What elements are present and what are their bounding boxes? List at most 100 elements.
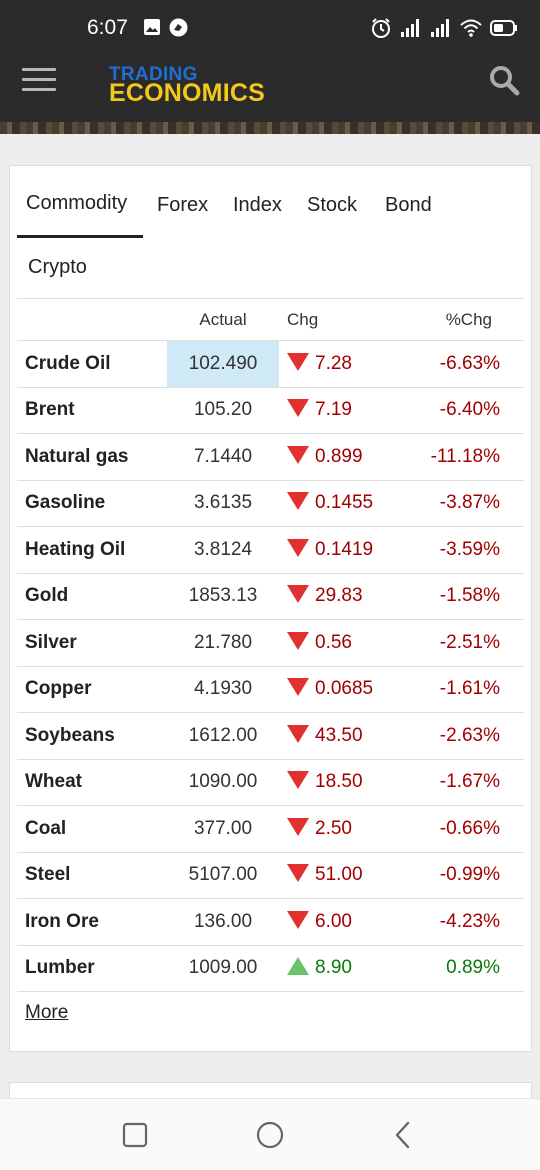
menu-icon[interactable]: [22, 68, 56, 94]
pct-change-value: -0.66%: [417, 805, 524, 852]
down-arrow-icon: [287, 631, 309, 650]
change-cell: 7.19: [279, 386, 417, 434]
actual-value: 1090.00: [167, 758, 279, 806]
down-arrow-icon: [287, 910, 309, 929]
down-arrow-icon: [287, 817, 309, 836]
actual-value: 136.00: [167, 898, 279, 945]
table-row[interactable]: Gold 1853.13 29.83 -1.58%: [17, 572, 524, 620]
status-icons: [370, 14, 518, 42]
table-row[interactable]: Gasoline 3.6135 0.1455 -3.87%: [17, 479, 524, 527]
change-value: 0.1419: [315, 538, 374, 560]
change-cell: 6.00: [279, 898, 417, 945]
banner-image-strip: [0, 122, 540, 134]
down-arrow-icon: [287, 492, 309, 511]
pct-change-value: -1.67%: [417, 758, 524, 806]
commodity-name[interactable]: Iron Ore: [17, 898, 167, 945]
change-value: 43.50: [315, 724, 363, 746]
change-value: 0.1455: [315, 492, 374, 514]
tab-stock[interactable]: Stock: [307, 194, 358, 216]
search-icon[interactable]: [488, 64, 520, 96]
down-arrow-icon: [287, 399, 309, 418]
change-value: 29.83: [315, 585, 363, 607]
actual-value: 1009.00: [167, 944, 279, 992]
change-cell: 18.50: [279, 758, 417, 806]
commodity-name[interactable]: Wheat: [17, 758, 167, 806]
tab-commodity[interactable]: Commodity: [17, 192, 143, 238]
square-icon[interactable]: [119, 1119, 151, 1151]
tab-bond[interactable]: Bond: [385, 194, 432, 216]
header-pct-chg: %Chg: [417, 298, 524, 341]
commodity-name[interactable]: Silver: [17, 619, 167, 666]
logo-line1: TRADING: [109, 64, 198, 85]
battery-icon: [490, 20, 517, 36]
actual-value: 1612.00: [167, 712, 279, 759]
actual-value: 4.1930: [167, 665, 279, 713]
pct-change-value: -2.51%: [417, 619, 524, 666]
table-row[interactable]: Steel 5107.00 51.00 -0.99%: [17, 851, 524, 899]
commodity-name[interactable]: Brent: [17, 386, 167, 434]
change-cell: 2.50: [279, 805, 417, 852]
logo[interactable]: TRADING ECONOMICS: [109, 65, 265, 106]
commodity-name[interactable]: Coal: [17, 805, 167, 852]
commodity-name[interactable]: Soybeans: [17, 712, 167, 759]
header-actual: Actual: [167, 298, 279, 341]
commodity-name[interactable]: Crude Oil: [17, 340, 167, 387]
table-row[interactable]: Silver 21.780 0.56 -2.51%: [17, 619, 524, 666]
circle-home-icon[interactable]: [254, 1119, 286, 1151]
commodity-name[interactable]: Gasoline: [17, 479, 167, 527]
signal-icon: [401, 19, 419, 37]
commodity-name[interactable]: Steel: [17, 851, 167, 899]
table-row[interactable]: Copper 4.1930 0.0685 -1.61%: [17, 665, 524, 713]
change-cell: 7.28: [279, 340, 417, 387]
pct-change-value: -6.40%: [417, 386, 524, 434]
table-row[interactable]: Lumber 1009.00 8.90 0.89%: [17, 944, 524, 992]
pct-change-value: -11.18%: [417, 433, 524, 480]
actual-value: 5107.00: [167, 851, 279, 899]
pct-change-value: 0.89%: [417, 944, 524, 992]
commodity-name[interactable]: Gold: [17, 572, 167, 620]
signal-icon-2: [431, 19, 449, 37]
actual-value: 3.6135: [167, 479, 279, 527]
commodity-table: Actual Chg %Chg Crude Oil 102.490 7.28 -…: [17, 298, 524, 992]
down-arrow-icon: [287, 585, 309, 604]
change-value: 18.50: [315, 771, 363, 793]
more-link[interactable]: More: [25, 1002, 69, 1023]
change-value: 7.28: [315, 352, 352, 374]
table-row[interactable]: Coal 377.00 2.50 -0.66%: [17, 805, 524, 852]
change-value: 0.0685: [315, 678, 374, 700]
change-cell: 0.899: [279, 433, 417, 480]
commodity-name[interactable]: Lumber: [17, 944, 167, 992]
back-chevron-icon[interactable]: [388, 1119, 420, 1151]
actual-value: 102.490: [167, 340, 279, 387]
tab-forex[interactable]: Forex: [157, 194, 209, 216]
table-row[interactable]: Brent 105.20 7.19 -6.40%: [17, 386, 524, 434]
tab-index[interactable]: Index: [233, 194, 282, 216]
change-value: 2.50: [315, 817, 352, 839]
header-chg: Chg: [279, 298, 417, 341]
table-row[interactable]: Wheat 1090.00 18.50 -1.67%: [17, 758, 524, 806]
change-value: 6.00: [315, 910, 352, 932]
change-cell: 0.1419: [279, 526, 417, 573]
down-arrow-icon: [287, 864, 309, 883]
alarm-icon: [372, 18, 390, 38]
pct-change-value: -2.63%: [417, 712, 524, 759]
commodity-name[interactable]: Natural gas: [17, 433, 167, 480]
table-row[interactable]: Crude Oil 102.490 7.28 -6.63%: [17, 340, 524, 387]
commodity-name[interactable]: Heating Oil: [17, 526, 167, 573]
table-row[interactable]: Iron Ore 136.00 6.00 -4.23%: [17, 898, 524, 945]
system-nav-bar: [0, 1098, 540, 1170]
gallery-icon: [144, 19, 160, 35]
logo-line2: ECONOMICS: [109, 79, 265, 107]
change-cell: 8.90: [279, 944, 417, 992]
change-value: 8.90: [315, 957, 352, 979]
table-row[interactable]: Natural gas 7.1440 0.899 -11.18%: [17, 433, 524, 480]
pct-change-value: -4.23%: [417, 898, 524, 945]
tab-crypto[interactable]: Crypto: [28, 256, 87, 278]
down-arrow-icon: [287, 678, 309, 697]
table-row[interactable]: Heating Oil 3.8124 0.1419 -3.59%: [17, 526, 524, 573]
commodity-name[interactable]: Copper: [17, 665, 167, 713]
down-arrow-icon: [287, 445, 309, 464]
header-name: [17, 298, 167, 341]
table-row[interactable]: Soybeans 1612.00 43.50 -2.63%: [17, 712, 524, 759]
down-arrow-icon: [287, 724, 309, 743]
